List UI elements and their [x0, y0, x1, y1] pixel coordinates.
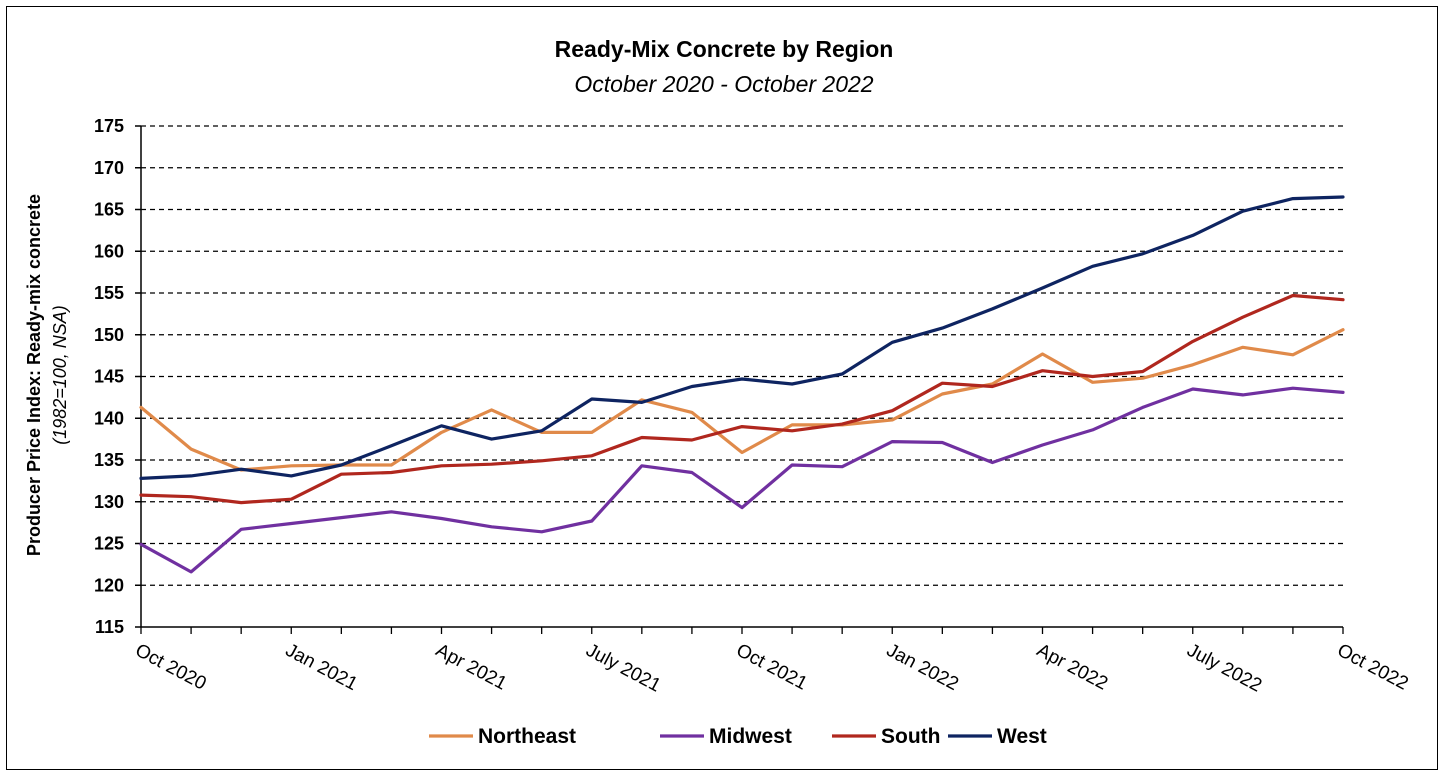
legend-label-west: West [997, 725, 1047, 748]
chart-subtitle: October 2020 - October 2022 [574, 71, 873, 97]
x-tick-label: Jan 2022 [883, 640, 962, 695]
x-tick-label: Oct 2020 [132, 640, 210, 695]
y-tick-label: 120 [94, 575, 124, 595]
chart-frame [6, 6, 1438, 770]
x-tick-label: Oct 2022 [1334, 640, 1412, 695]
chart-title: Ready-Mix Concrete by Region [555, 36, 894, 62]
gridlines [141, 125, 1343, 586]
series-line-midwest [139, 386, 1345, 574]
x-tick-label: Apr 2022 [1033, 640, 1111, 695]
y-tick-label: 115 [95, 617, 124, 637]
x-tick-label: Apr 2021 [432, 640, 510, 695]
y-tick-label: 135 [94, 450, 124, 470]
legend-label-midwest: Midwest [709, 725, 792, 748]
legend-label-northeast: Northeast [478, 725, 576, 748]
y-tick-label: 145 [94, 367, 124, 387]
y-tick-label: 125 [94, 534, 124, 554]
x-tick-label: July 2021 [582, 640, 664, 697]
y-tick-label: 155 [94, 283, 124, 303]
series-line-south [139, 293, 1345, 505]
x-axis-ticks: Oct 2020 Jan 2021 Apr 2021 July 2021 Oct 202… [132, 627, 1412, 697]
y-tick-label: 175 [94, 116, 124, 136]
y-axis-title: Producer Price Index: Ready-mix concrete… [24, 194, 70, 556]
y-tick-label: 165 [94, 200, 124, 220]
series-line-west [139, 195, 1345, 480]
y-axis-ticks: 115 120 125 130 135 140 145 150 155 160 165 170 175 [94, 116, 141, 637]
y-tick-label: 160 [94, 241, 124, 261]
x-tick-label: Jan 2021 [282, 640, 361, 695]
legend-label-south: South [881, 725, 940, 748]
y-tick-label: 170 [94, 158, 124, 178]
x-tick-label: July 2022 [1183, 640, 1265, 697]
y-tick-label: 140 [94, 408, 124, 428]
y-axis-label: Producer Price Index: Ready-mix concrete [24, 194, 44, 556]
y-axis-sublabel: (1982=100, NSA) [50, 305, 70, 445]
legend: Northeast Midwest South West [429, 725, 1047, 748]
y-tick-label: 130 [94, 492, 124, 512]
y-tick-label: 150 [94, 325, 124, 345]
series-lines [139, 195, 1345, 574]
x-tick-label: Oct 2021 [733, 640, 811, 695]
